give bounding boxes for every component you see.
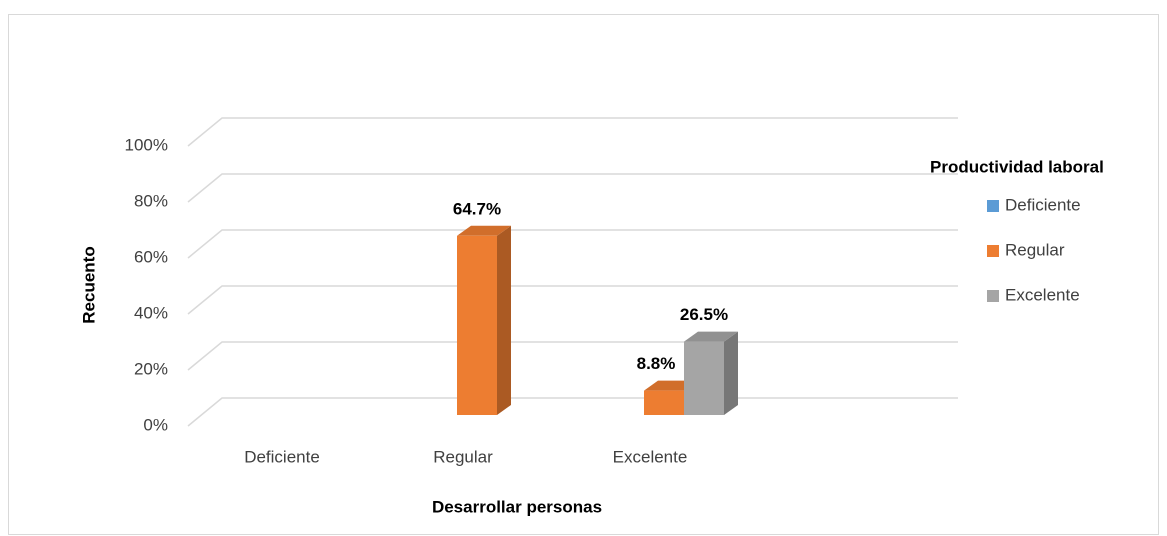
legend-swatch (987, 200, 999, 212)
y-tick-label: 20% (134, 359, 168, 378)
y-tick-label: 100% (125, 135, 168, 154)
x-axis-label: Desarrollar personas (432, 497, 602, 516)
y-axis-label: Recuento (79, 246, 98, 323)
grid-line (187, 117, 958, 147)
bar-top (684, 331, 738, 342)
grid-line (187, 229, 958, 259)
legend-label: Deficiente (1005, 195, 1081, 214)
bar (684, 341, 724, 415)
legend-label: Regular (1005, 240, 1065, 259)
bar (644, 390, 684, 415)
data-label: 64.7% (453, 199, 501, 218)
grid-line (187, 285, 958, 315)
x-tick-label: Deficiente (244, 447, 320, 466)
y-tick-label: 80% (134, 191, 168, 210)
y-tick-label: 60% (134, 247, 168, 266)
y-tick-label: 40% (134, 303, 168, 322)
data-label: 26.5% (680, 305, 728, 324)
bar-side (724, 331, 738, 415)
x-tick-label: Excelente (613, 447, 688, 466)
bar (457, 235, 497, 415)
legend-title: Productividad laboral (930, 157, 1104, 176)
legend-label: Excelente (1005, 285, 1080, 304)
bar-top (457, 225, 511, 236)
x-tick-label: Regular (433, 447, 493, 466)
legend-swatch (987, 245, 999, 257)
y-tick-label: 0% (143, 415, 168, 434)
bar-side (497, 225, 511, 415)
legend-swatch (987, 290, 999, 302)
chart-border (8, 14, 1159, 535)
data-label: 8.8% (637, 354, 676, 373)
grid-line (187, 173, 958, 203)
